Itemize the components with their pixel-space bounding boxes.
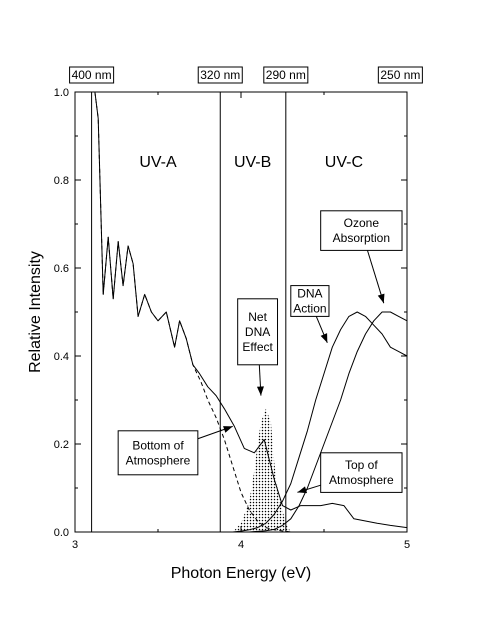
y-tick-label: 0.0 xyxy=(54,527,69,539)
x-axis-title: Photon Energy (eV) xyxy=(171,565,312,582)
y-tick-label: 0.6 xyxy=(54,263,69,275)
wavelength-label-box xyxy=(69,66,115,84)
region-label: UV-B xyxy=(234,154,271,171)
y-tick-label: 0.2 xyxy=(54,439,69,451)
wavelength-label: 250 nm xyxy=(377,66,423,84)
annotation-arrow-line xyxy=(366,250,385,304)
annotation-box xyxy=(320,452,403,493)
y-tick-label: 1.0 xyxy=(54,87,69,99)
region-label: UV-C xyxy=(325,154,363,171)
annotation-box xyxy=(237,298,279,366)
annotation-box xyxy=(117,430,199,476)
annotation-box xyxy=(320,210,403,251)
wavelength-label-text: 320 nm xyxy=(200,68,240,82)
wavelength-label-text: 290 nm xyxy=(266,68,306,82)
annotation-text: Ozone xyxy=(344,216,380,230)
wavelength-label-box xyxy=(263,66,309,84)
wavelength-label: 400 nm xyxy=(69,66,115,84)
x-tick-label: 4 xyxy=(238,539,244,551)
annotation-text: Bottom of xyxy=(132,438,184,452)
wavelength-label-text: 400 nm xyxy=(72,68,112,82)
series-net-dna-effect xyxy=(232,408,291,532)
annotation-arrow-head xyxy=(297,486,308,494)
region-label: UV-A xyxy=(139,154,177,171)
annotation-text: Action xyxy=(293,302,326,316)
annotation-text: Top of xyxy=(345,458,378,472)
annotation-text: DNA xyxy=(245,325,270,339)
y-tick-label: 0.8 xyxy=(54,175,69,187)
annotation-arrow-head xyxy=(320,333,328,343)
wavelength-label: 290 nm xyxy=(263,66,309,84)
wavelength-label-text: 250 nm xyxy=(380,68,420,82)
annotation-text: Atmosphere xyxy=(329,473,394,487)
series-dna-action xyxy=(232,311,408,533)
annotation-text: DNA xyxy=(297,287,322,301)
x-tick-label: 5 xyxy=(404,539,410,551)
annotation-text: Effect xyxy=(242,340,273,354)
x-tick-label: 3 xyxy=(72,539,78,551)
annotation-arrow-head xyxy=(223,426,233,433)
wavelength-label-box xyxy=(197,66,243,84)
series-ozone-absorption xyxy=(232,311,408,533)
annotation-text: Absorption xyxy=(333,231,390,245)
annotation-text: Atmosphere xyxy=(126,453,191,467)
y-tick-label: 0.4 xyxy=(54,351,69,363)
y-axis-title: Relative Intensity xyxy=(27,251,44,373)
annotation-arrow-head xyxy=(377,293,385,304)
annotation-box xyxy=(290,285,330,317)
annotation-arrow-head xyxy=(256,386,264,396)
series-bottom-of-atmosphere xyxy=(94,91,407,533)
wavelength-label-box xyxy=(377,66,423,84)
annotation-text: Net xyxy=(248,310,267,324)
wavelength-label: 320 nm xyxy=(197,66,243,84)
